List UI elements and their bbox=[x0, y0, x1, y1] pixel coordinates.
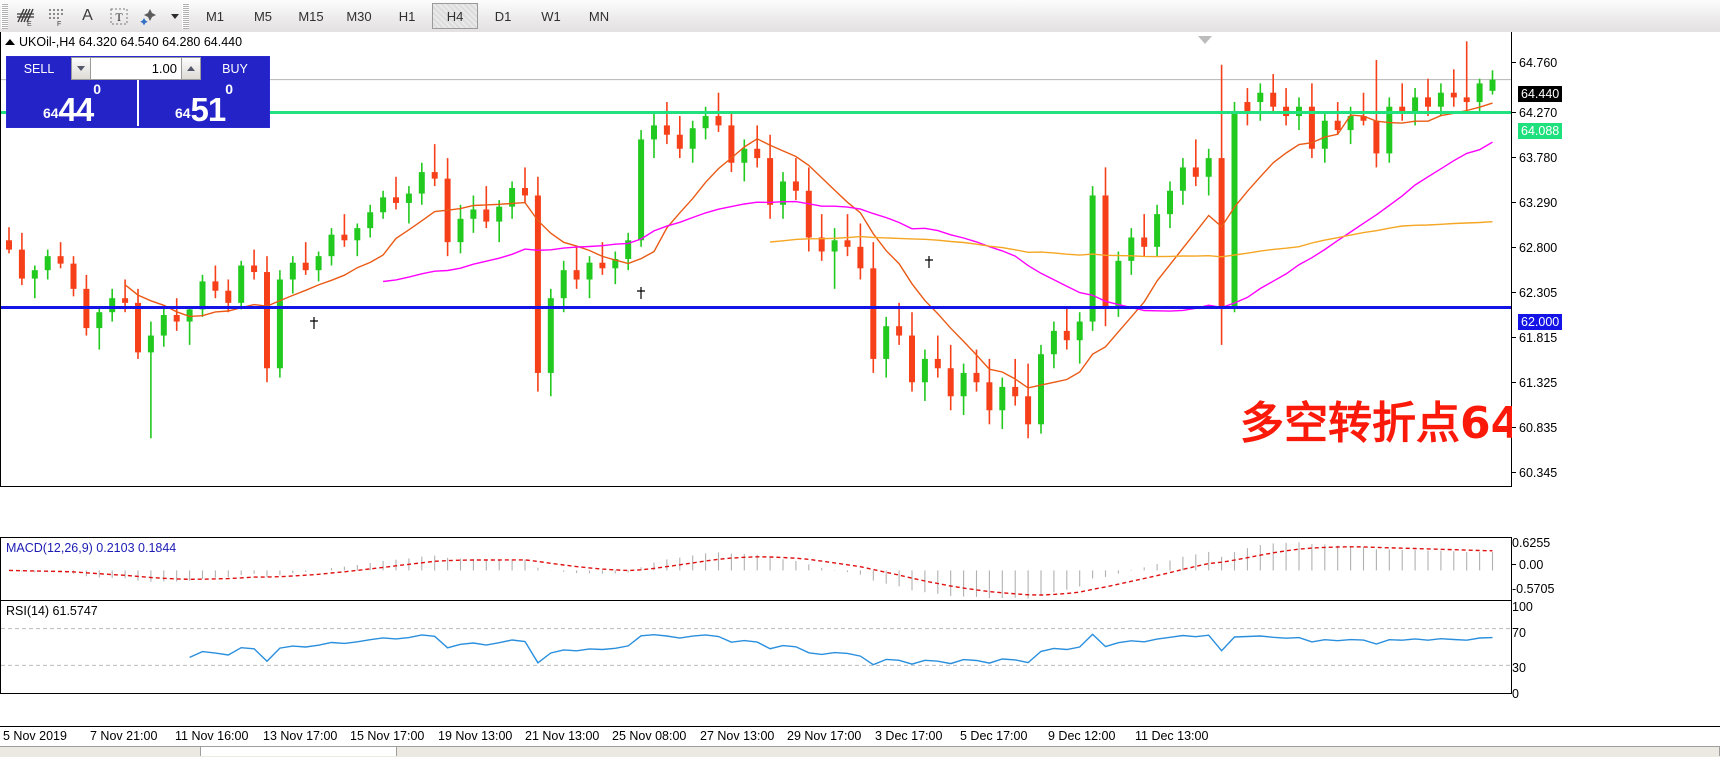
time-tick: 11 Nov 16:00 bbox=[175, 729, 249, 743]
chart-toolbar: E F A T bbox=[0, 0, 1720, 33]
chart-canvas-area[interactable]: UKOil-,H4 64.320 64.540 64.280 64.440 MA… bbox=[0, 32, 1720, 726]
svg-text:T: T bbox=[115, 10, 123, 24]
time-tick: 19 Nov 13:00 bbox=[438, 729, 513, 743]
macd-tick: 0.6255 bbox=[1512, 536, 1551, 550]
timeframe-m1[interactable]: M1 bbox=[205, 8, 225, 24]
price-tick: 62.305 bbox=[1512, 286, 1557, 300]
timeframe-mn[interactable]: MN bbox=[588, 8, 610, 24]
price-tick: 63.780 bbox=[1512, 151, 1557, 165]
level-price-label: 62.000 bbox=[1518, 314, 1563, 330]
rsi-tick: 100 bbox=[1512, 600, 1533, 614]
chart-tab-rest[interactable] bbox=[397, 747, 1720, 756]
bid-price-label: 64.088 bbox=[1518, 123, 1563, 139]
time-tick: 21 Nov 13:00 bbox=[525, 729, 600, 743]
time-tick: 5 Dec 17:00 bbox=[960, 729, 1028, 743]
timeframe-w1[interactable]: W1 bbox=[541, 8, 561, 24]
buy-price-pips: 51 bbox=[190, 90, 227, 128]
buy-price-fraction: 0 bbox=[225, 81, 234, 97]
sell-price-display[interactable]: 64 44 0 bbox=[7, 80, 139, 126]
timeframe-group-handle[interactable] bbox=[182, 3, 189, 29]
one-click-trading-panel[interactable]: SELL 1.00 BUY 64 44 0 64 51 0 bbox=[6, 56, 270, 128]
collapse-triangle-icon[interactable] bbox=[5, 39, 15, 45]
timeframe-d1[interactable]: D1 bbox=[494, 8, 512, 24]
price-pane[interactable]: UKOil-,H4 64.320 64.540 64.280 64.440 bbox=[0, 32, 1512, 487]
sell-price-big-figure: 64 bbox=[42, 105, 59, 121]
time-tick: 15 Nov 17:00 bbox=[350, 729, 425, 743]
rsi-tick: 70 bbox=[1512, 626, 1526, 640]
last-price-label: 64.440 bbox=[1518, 86, 1563, 102]
volume-input[interactable]: 1.00 bbox=[91, 57, 181, 80]
price-tick: 61.815 bbox=[1512, 331, 1557, 345]
rsi-tick: 0 bbox=[1512, 687, 1519, 701]
time-tick: 5 Nov 2019 bbox=[3, 729, 67, 743]
text-object-icon[interactable]: T bbox=[103, 2, 134, 30]
rsi-tick: 30 bbox=[1512, 661, 1526, 675]
rsi-pane[interactable]: RSI(14) 61.5747 bbox=[0, 600, 1512, 694]
objects-dropdown-icon[interactable] bbox=[165, 2, 181, 30]
time-tick: 3 Dec 17:00 bbox=[875, 729, 943, 743]
buy-price-display[interactable]: 64 51 0 bbox=[139, 80, 269, 126]
symbol-ohlc-label: UKOil-,H4 64.320 64.540 64.280 64.440 bbox=[5, 35, 242, 49]
time-tick: 25 Nov 08:00 bbox=[612, 729, 687, 743]
time-tick: 7 Nov 21:00 bbox=[90, 729, 158, 743]
buy-price-big-figure: 64 bbox=[174, 105, 191, 121]
chart-tab[interactable] bbox=[0, 747, 201, 756]
timeframe-h1[interactable]: H1 bbox=[398, 8, 416, 24]
time-tick: 27 Nov 13:00 bbox=[700, 729, 775, 743]
grid-periodicity-icon[interactable]: F bbox=[41, 2, 72, 30]
text-label-icon[interactable]: A bbox=[82, 7, 93, 24]
buy-button[interactable]: BUY bbox=[201, 57, 269, 80]
price-tick: 64.760 bbox=[1512, 56, 1557, 70]
price-candles bbox=[1, 41, 1511, 439]
timeframe-h4[interactable]: H4 bbox=[432, 3, 478, 29]
timeframe-m15[interactable]: M15 bbox=[298, 8, 324, 24]
chart-shift-marker-icon[interactable] bbox=[1198, 36, 1212, 44]
price-tick: 60.345 bbox=[1512, 466, 1557, 480]
macd-plot bbox=[8, 542, 1494, 599]
chart-annotation-text: 多空转折点64 bbox=[1240, 398, 1522, 449]
macd-label: MACD(12,26,9) 0.2103 0.1844 bbox=[6, 541, 177, 555]
time-tick: 13 Nov 17:00 bbox=[263, 729, 338, 743]
objects-icon[interactable] bbox=[134, 2, 165, 30]
sell-price-pips: 44 bbox=[58, 90, 95, 128]
sell-price-fraction: 0 bbox=[93, 81, 102, 97]
svg-text:F: F bbox=[57, 21, 61, 27]
price-tick: 60.835 bbox=[1512, 421, 1557, 435]
timeframe-m5[interactable]: M5 bbox=[253, 8, 273, 24]
price-tick: 61.325 bbox=[1512, 376, 1557, 390]
time-tick: 11 Dec 13:00 bbox=[1135, 729, 1209, 743]
price-tick: 64.270 bbox=[1512, 106, 1557, 120]
rsi-plot bbox=[1, 628, 1511, 666]
rsi-label: RSI(14) 61.5747 bbox=[6, 604, 98, 618]
volume-increment-button[interactable] bbox=[181, 57, 201, 80]
time-tick: 9 Dec 12:00 bbox=[1048, 729, 1116, 743]
sell-button[interactable]: SELL bbox=[7, 57, 71, 80]
chart-tab-active[interactable] bbox=[201, 747, 397, 756]
price-axis[interactable]: 64.760 64.440 64.270 64.088 63.780 63.29… bbox=[1512, 32, 1720, 726]
price-tick: 63.290 bbox=[1512, 196, 1557, 210]
indicators-icon[interactable]: E bbox=[10, 2, 41, 30]
time-axis[interactable]: 5 Nov 2019 7 Nov 21:00 11 Nov 16:00 13 Nov … bbox=[0, 726, 1720, 747]
svg-text:E: E bbox=[27, 21, 32, 27]
price-tick: 62.800 bbox=[1512, 241, 1557, 255]
volume-decrement-button[interactable] bbox=[71, 57, 91, 80]
timeframe-m30[interactable]: M30 bbox=[346, 8, 372, 24]
macd-pane[interactable]: MACD(12,26,9) 0.2103 0.1844 bbox=[0, 537, 1512, 601]
macd-tick: 0.00 bbox=[1512, 558, 1543, 572]
chart-tab-bar[interactable] bbox=[0, 746, 1720, 757]
time-tick: 29 Nov 17:00 bbox=[787, 729, 862, 743]
macd-tick: -0.5705 bbox=[1512, 582, 1555, 596]
toolbar-drag-handle[interactable] bbox=[1, 3, 8, 29]
